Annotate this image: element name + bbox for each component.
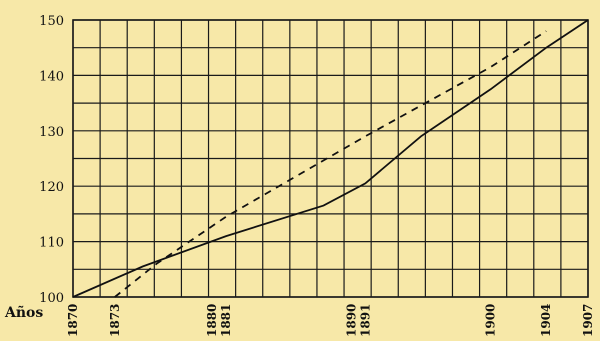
x-tick-label: 1870	[66, 304, 80, 337]
x-tick-labels: 1870 1873 1880 1881 1890 1891 1900 1904 1907	[66, 304, 595, 337]
x-tick-label: 1904	[539, 304, 553, 337]
series-group	[72, 19, 589, 298]
x-axis-label: Años	[4, 304, 43, 321]
y-tick-label: 130	[39, 125, 64, 140]
dashed-series-line	[114, 30, 547, 298]
plot-frame	[72, 19, 589, 298]
y-tick-label: 140	[39, 69, 64, 84]
solid-series-line	[72, 19, 589, 298]
x-tick-label: 1907	[581, 304, 595, 337]
y-tick-labels: 100 110 120 130 140 150	[39, 14, 64, 306]
y-tick-label: 120	[39, 180, 64, 195]
x-tick-label: 1890	[344, 304, 358, 337]
y-tick-label: 150	[39, 14, 64, 29]
x-tick-label: 1880	[205, 304, 219, 337]
x-tick-label: 1873	[108, 304, 122, 337]
x-tick-label: 1900	[484, 304, 498, 337]
x-tick-label: 1881	[219, 304, 233, 337]
x-tick-label: 1891	[358, 304, 372, 337]
grid	[72, 19, 589, 298]
y-tick-label: 100	[39, 291, 64, 306]
y-tick-label: 110	[39, 236, 64, 251]
